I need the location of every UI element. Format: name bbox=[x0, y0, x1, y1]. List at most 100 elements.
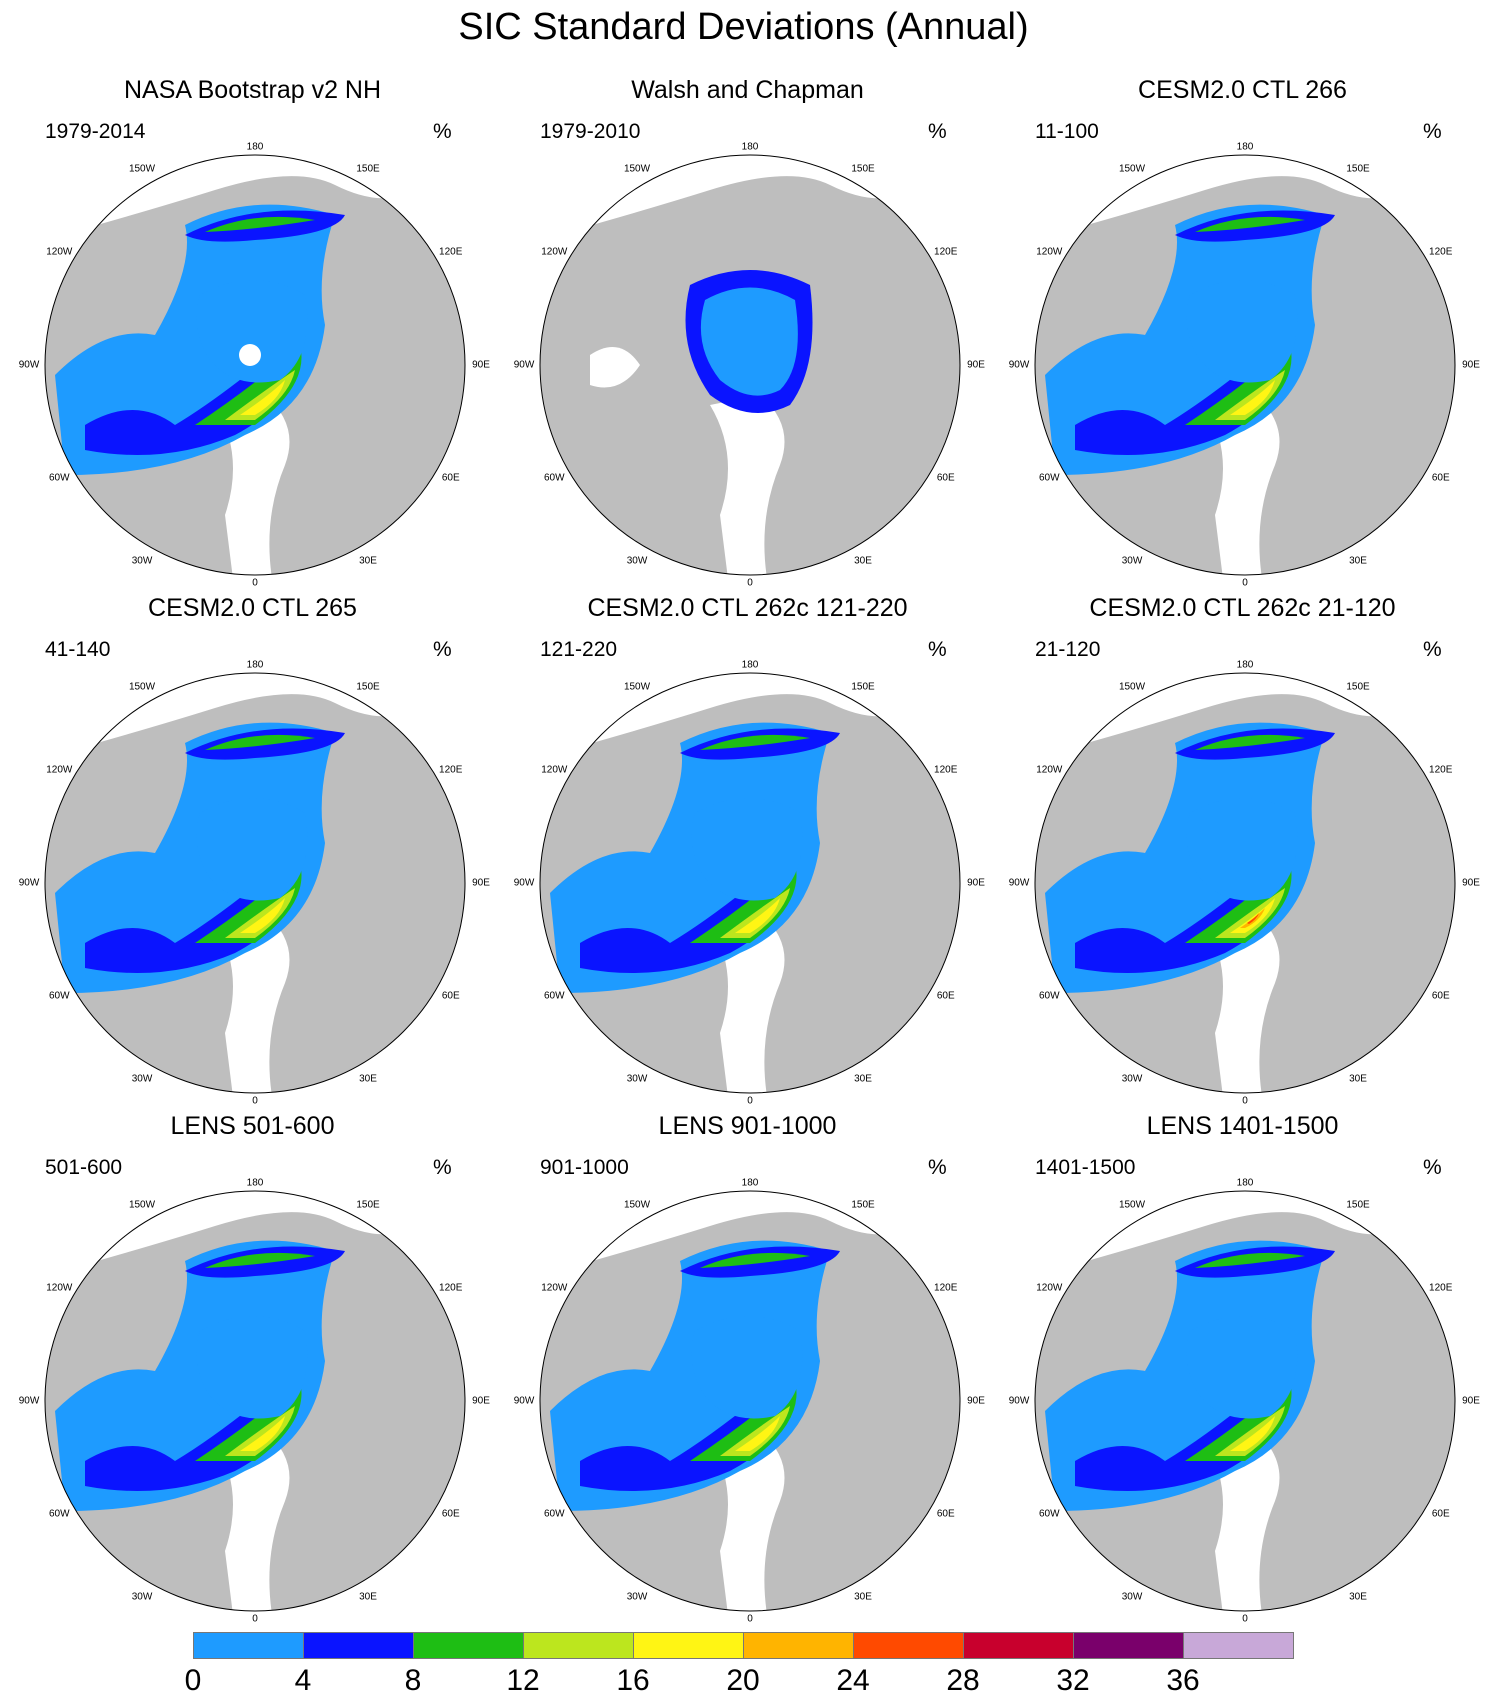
ice-sd-12-16 bbox=[225, 370, 295, 420]
colorbar-box bbox=[963, 1632, 1074, 1659]
panel-units: % bbox=[1423, 120, 1442, 143]
polar-map bbox=[44, 154, 466, 576]
ice-sd-16-20 bbox=[240, 380, 285, 415]
lon-label: 90E bbox=[1462, 1395, 1480, 1407]
lon-label: 90E bbox=[967, 359, 985, 371]
lon-label: 30E bbox=[854, 1073, 872, 1085]
panel-title: CESM2.0 CTL 265 bbox=[148, 594, 357, 622]
ocean bbox=[1035, 673, 1405, 763]
ice-sd-8-12 bbox=[1185, 863, 1292, 943]
colorbar-tick-label: 16 bbox=[616, 1664, 650, 1697]
panel-units: % bbox=[1423, 1156, 1442, 1179]
ice-sd-16-20 bbox=[240, 898, 285, 933]
lon-label: 0 bbox=[747, 577, 753, 589]
lon-label: 60W bbox=[1038, 1508, 1060, 1520]
ice-sd-0-4 bbox=[196, 280, 308, 383]
polar-map bbox=[539, 1190, 961, 1612]
map-boundary bbox=[539, 154, 961, 576]
map-panel: LENS 501-600 501-600% 180 150E 120E 90E 60E 30E… bbox=[5, 1111, 500, 1625]
ice-sd-0-4 bbox=[691, 798, 803, 901]
lon-label: 150E bbox=[356, 163, 380, 175]
lon-label: 120W bbox=[541, 764, 568, 776]
lon-label: 150W bbox=[623, 163, 651, 175]
lon-label: 30W bbox=[131, 1591, 153, 1603]
lon-label: 0 bbox=[252, 577, 258, 589]
lon-label: 60W bbox=[1038, 472, 1060, 484]
lon-label: 150E bbox=[851, 681, 875, 693]
lon-label: 60E bbox=[1431, 990, 1450, 1002]
ocean bbox=[215, 395, 290, 575]
ice-sd-8-12 bbox=[1195, 1252, 1305, 1268]
lon-label: 90W bbox=[513, 1395, 535, 1407]
lon-label: 60E bbox=[441, 1508, 460, 1520]
lon-label: 0 bbox=[1242, 1613, 1248, 1625]
panel-title: CESM2.0 CTL 266 bbox=[1138, 76, 1347, 104]
ocean bbox=[45, 155, 415, 245]
lon-label: 30W bbox=[626, 555, 648, 567]
lon-label: 30W bbox=[1121, 555, 1143, 567]
lon-label: 60E bbox=[1431, 472, 1450, 484]
page-title: SIC Standard Deviations (Annual) bbox=[458, 6, 1029, 48]
ice-sd-12-16 bbox=[1215, 370, 1285, 420]
lon-label: 30E bbox=[1349, 555, 1367, 567]
lon-label: 150W bbox=[128, 1199, 156, 1211]
map-body bbox=[540, 673, 960, 1093]
ocean bbox=[45, 1191, 415, 1281]
lon-label: 180 bbox=[1236, 1177, 1254, 1189]
panel-period: 21-120 bbox=[1035, 638, 1101, 661]
ice-sd-8-12 bbox=[195, 863, 302, 943]
colorbar-tick-label: 20 bbox=[726, 1664, 760, 1697]
ocean bbox=[710, 395, 785, 575]
lon-label: 30E bbox=[854, 555, 872, 567]
ice-sd-0-4 bbox=[1186, 280, 1298, 383]
lon-label: 0 bbox=[252, 1095, 258, 1107]
map-boundary bbox=[1034, 1190, 1456, 1612]
lon-label: 180 bbox=[246, 659, 264, 671]
map-body bbox=[45, 1191, 465, 1611]
ocean bbox=[1205, 913, 1280, 1093]
ocean bbox=[1035, 155, 1405, 245]
map-panel: LENS 901-1000 901-1000% 180 150E 120E 90E 60E 3… bbox=[500, 1111, 995, 1625]
map-boundary bbox=[44, 154, 466, 576]
lon-label: 60W bbox=[48, 990, 70, 1002]
ice-sd-8-12 bbox=[195, 1381, 302, 1461]
ice-sd-0-4 bbox=[700, 287, 798, 396]
ice-sd-8-12 bbox=[700, 734, 810, 750]
colorbar-box bbox=[193, 1632, 304, 1659]
ocean bbox=[1205, 1431, 1280, 1611]
panel-period: 1401-1500 bbox=[1035, 1156, 1136, 1179]
panel-units: % bbox=[928, 1156, 947, 1179]
lon-label: 90E bbox=[1462, 359, 1480, 371]
lon-label: 90E bbox=[967, 1395, 985, 1407]
ice-sd-12-16 bbox=[225, 888, 295, 938]
ice-sd-12-16 bbox=[1215, 1406, 1285, 1456]
ocean bbox=[1035, 1191, 1405, 1281]
map-panel: LENS 1401-1500 1401-1500% 180 150E 120E 90E 60… bbox=[995, 1111, 1487, 1625]
lon-label: 0 bbox=[1242, 1095, 1248, 1107]
lon-label: 120W bbox=[1036, 246, 1063, 258]
map-boundary bbox=[539, 672, 961, 1094]
panel-units: % bbox=[433, 120, 452, 143]
lon-label: 150W bbox=[623, 681, 651, 693]
ocean bbox=[45, 673, 415, 763]
panel-period: 121-220 bbox=[540, 638, 618, 661]
lon-label: 120E bbox=[934, 1282, 958, 1294]
lon-label: 30W bbox=[131, 555, 153, 567]
map-boundary bbox=[44, 672, 466, 1094]
polar-map bbox=[44, 672, 466, 1094]
lon-label: 30E bbox=[1349, 1591, 1367, 1603]
ice-sd-12-16 bbox=[1215, 888, 1285, 938]
lon-label: 90W bbox=[513, 359, 535, 371]
lon-label: 150E bbox=[1346, 681, 1370, 693]
lon-label: 150W bbox=[1118, 163, 1146, 175]
polar-map bbox=[1034, 1190, 1456, 1612]
lon-label: 180 bbox=[246, 1177, 264, 1189]
lon-label: 90W bbox=[18, 1395, 40, 1407]
lon-label: 150E bbox=[851, 1199, 875, 1211]
lon-label: 60W bbox=[543, 990, 565, 1002]
panel-period: 501-600 bbox=[45, 1156, 123, 1179]
colorbar-tick-label: 24 bbox=[836, 1664, 870, 1697]
lon-label: 180 bbox=[246, 141, 264, 153]
ice-sd-8-12 bbox=[1195, 734, 1305, 750]
lon-label: 150W bbox=[1118, 681, 1146, 693]
